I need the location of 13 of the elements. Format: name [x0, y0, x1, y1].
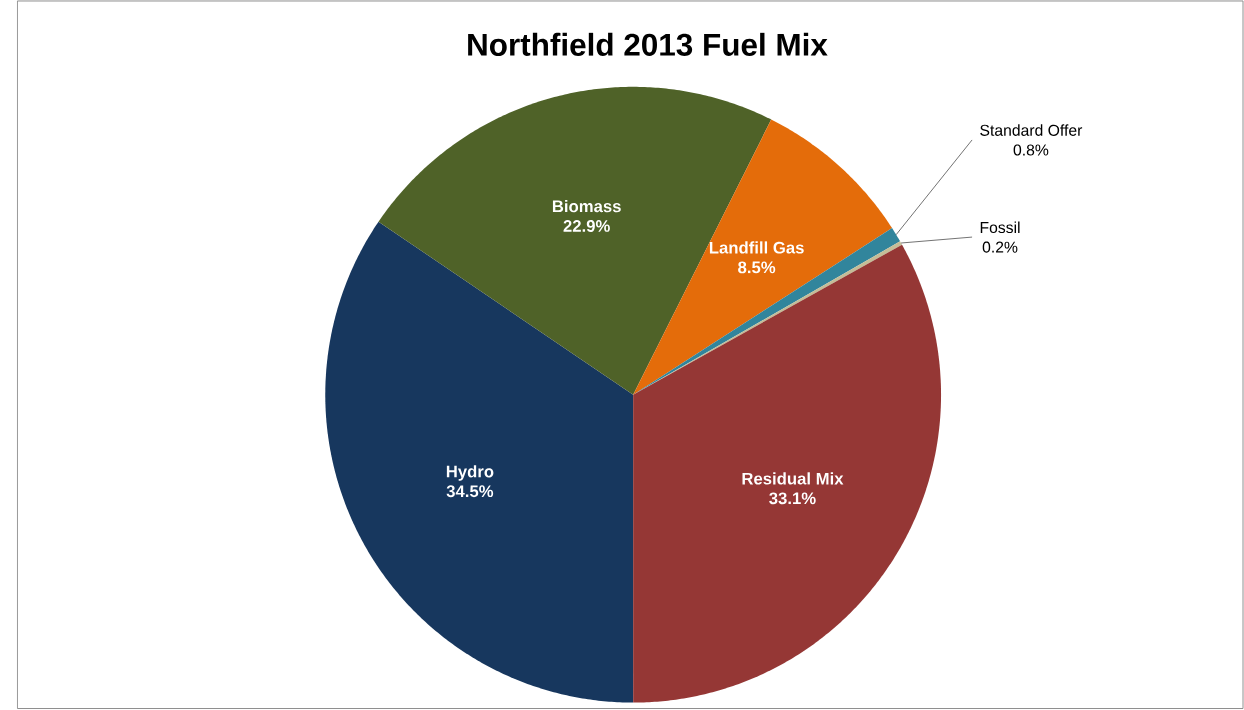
chart-title: Northfield 2013 Fuel Mix: [468, 33, 828, 57]
data-label: 22.9%: [563, 220, 610, 233]
slice-label: Fossil: [980, 221, 1020, 234]
slice-label: Hydro: [446, 465, 494, 481]
slice-label: Standard Offer: [980, 124, 1083, 137]
data-label: 8.5%: [738, 261, 776, 274]
data-label: 0.2%: [982, 241, 1018, 253]
slice-label: Landfill Gas: [709, 241, 804, 254]
data-label: 33.1%: [769, 492, 816, 505]
data-label: 34.5%: [446, 485, 494, 498]
slice-label: Residual Mix: [742, 472, 844, 485]
data-label: 0.8%: [1013, 144, 1049, 156]
slice-label: Biomass: [552, 200, 621, 213]
